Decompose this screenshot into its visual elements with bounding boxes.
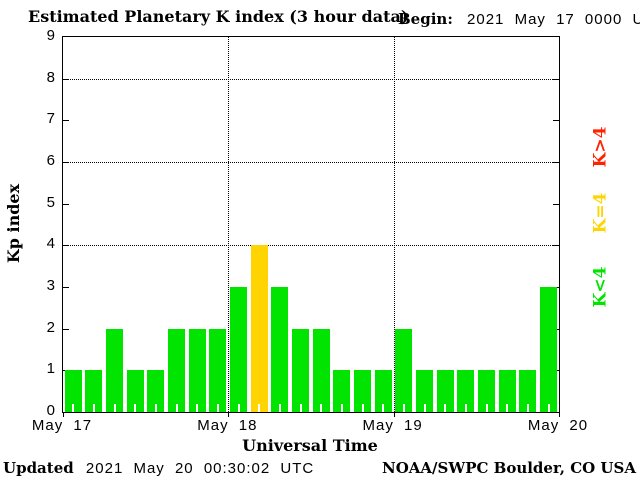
begin-value: 2021 May 17 0000 UTC [467,11,640,28]
x-tick-label: May 20 [527,417,589,434]
x-minor-tick [155,404,157,412]
kp-bar [374,370,392,412]
y-tick-right-5 [553,203,559,205]
y-tick-label: 3 [46,277,56,294]
x-minor-tick [527,404,529,412]
x-axis-title: Universal Time [242,436,378,455]
y-tick-left-5 [63,203,69,205]
gridline-y-4 [63,245,559,247]
y-tick-label: 2 [46,318,56,336]
x-minor-tick [217,404,219,412]
x-minor-tick [320,404,323,412]
x-tick-label: May 17 [31,417,93,434]
gridline-y-6 [63,162,559,163]
kp-bar [312,328,330,412]
updated-label: Updated [3,459,74,477]
begin-label: Begin: [398,10,453,28]
kp-bar [250,245,268,412]
kp-bar [540,287,558,412]
x-tick-label: May 18 [197,417,258,434]
kp-bar [209,328,227,412]
y-tick-label: 5 [46,193,56,211]
y-tick-left-7 [63,120,69,122]
x-minor-tick [299,404,302,412]
kp-bar [147,370,165,412]
kp-bar [292,328,310,412]
y-tick-left-6 [63,162,69,163]
y-tick-left-8 [63,78,69,80]
chart-title: Estimated Planetary K index (3 hour data… [28,7,409,26]
kp-bar [168,328,186,412]
x-minor-tick [361,404,364,412]
kp-bar [271,287,289,412]
x-minor-tick [175,404,178,412]
y-tick-label: 4 [46,235,56,253]
x-minor-tick [547,404,550,412]
kp-bar [478,370,496,412]
gridline-y-8 [63,78,559,80]
y-tick-label: 8 [46,68,56,86]
y-tick-label: 9 [46,27,56,44]
kp-bar [85,370,103,412]
kp-bar [436,370,454,412]
x-minor-tick [506,404,509,412]
x-minor-tick [423,404,426,412]
x-minor-tick [237,404,240,412]
updated-timestamp: Updated 2021 May 20 00:30:02 UTC [3,459,314,477]
x-minor-tick [403,404,405,412]
y-tick-right-7 [553,120,559,122]
y-tick-label: 1 [46,360,56,378]
x-minor-tick [93,404,95,412]
x-minor-tick [72,404,75,412]
y-tick-left-4 [63,245,69,247]
begin-time: Begin: 2021 May 17 0000 UTC [398,10,640,28]
x-minor-tick [465,404,467,412]
x-minor-tick [444,404,447,412]
credit-text: NOAA/SWPC Boulder, CO USA [381,459,636,477]
kp-bar [498,370,516,412]
x-minor-tick [341,404,343,412]
x-day-tick [228,412,230,417]
kp-bar [106,328,124,412]
kp-bar [230,287,248,412]
x-minor-tick [258,404,261,412]
y-tick-right-6 [553,162,559,163]
x-minor-tick [113,404,116,412]
y-tick-left-3 [63,287,69,288]
x-day-tick [559,412,560,417]
y-tick-right-4 [553,245,559,247]
x-minor-tick [134,404,137,412]
kp-bar [519,370,537,412]
kp-bar [64,370,82,412]
y-tick-label: 6 [46,152,56,169]
kp-bar [457,370,475,412]
y-tick-left-2 [63,328,69,330]
y-tick-label: 7 [46,110,56,128]
x-minor-tick [279,404,281,412]
x-minor-tick [382,404,385,412]
gridline-x-may-18 [228,37,230,412]
kp-bar [188,328,206,412]
x-minor-tick [196,404,199,412]
kp-bar [354,370,372,412]
y-tick-right-8 [553,78,559,80]
x-day-tick [63,412,64,417]
x-tick-label: May 19 [362,417,423,434]
plot-area [62,36,560,417]
y-tick-label: 0 [46,402,56,419]
gridline-x-may-19 [393,37,395,412]
kp-bar [126,370,144,412]
legend-k-lt-4: K<4 [590,266,611,308]
kp-bar [333,370,351,412]
kp-bar [416,370,434,412]
kp-bar [395,328,413,412]
x-minor-tick [485,404,488,412]
y-axis-title: Kp index [4,183,24,263]
updated-value: 2021 May 20 00:30:02 UTC [85,460,315,477]
x-day-tick [393,412,395,417]
